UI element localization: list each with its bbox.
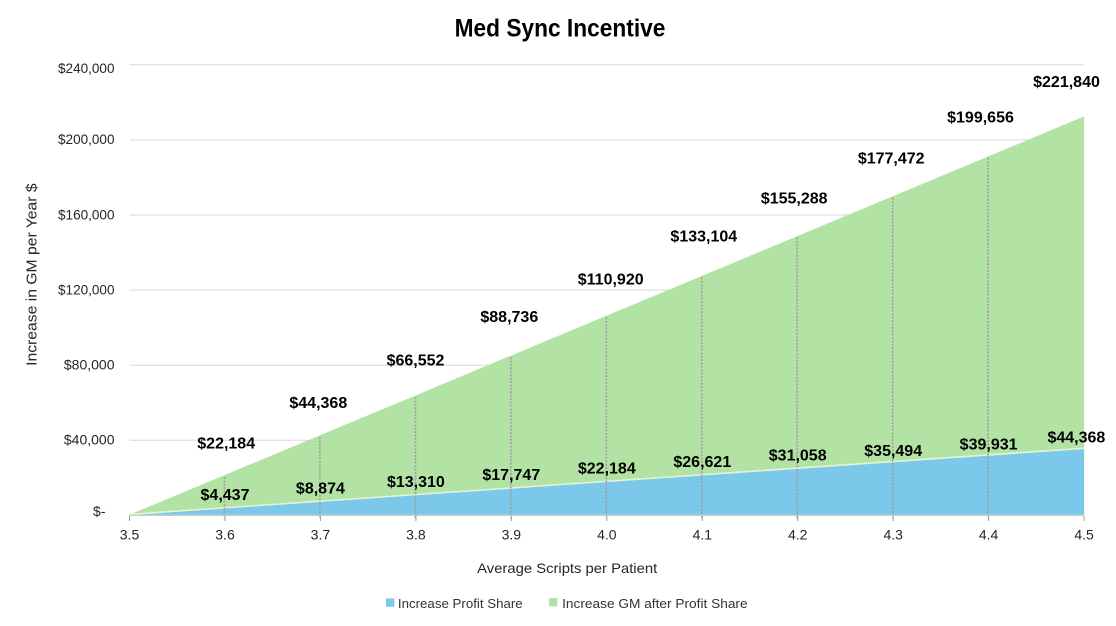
svg-text:$22,184: $22,184 xyxy=(197,435,255,452)
svg-text:$66,552: $66,552 xyxy=(387,353,445,370)
svg-text:$133,104: $133,104 xyxy=(670,228,737,245)
svg-text:$13,310: $13,310 xyxy=(387,474,445,491)
svg-text:$8,874: $8,874 xyxy=(296,481,345,498)
svg-text:4.2: 4.2 xyxy=(788,526,808,542)
svg-text:3.9: 3.9 xyxy=(502,526,522,542)
svg-text:$31,058: $31,058 xyxy=(769,447,827,464)
svg-text:Increase in GM per Year $: Increase in GM per Year $ xyxy=(24,183,41,366)
svg-text:3.6: 3.6 xyxy=(215,526,235,542)
svg-text:$155,288: $155,288 xyxy=(761,191,828,208)
svg-text:Med Sync Incentive: Med Sync Incentive xyxy=(455,15,666,43)
svg-text:$177,472: $177,472 xyxy=(858,150,925,167)
svg-text:$4,437: $4,437 xyxy=(201,487,250,504)
svg-text:$-: $- xyxy=(93,503,106,519)
svg-text:$120,000: $120,000 xyxy=(58,281,115,297)
svg-text:$160,000: $160,000 xyxy=(58,206,115,222)
svg-text:4.0: 4.0 xyxy=(597,526,617,542)
svg-text:$35,494: $35,494 xyxy=(864,443,922,460)
svg-text:$26,621: $26,621 xyxy=(673,454,731,471)
svg-text:Increase Profit Share: Increase Profit Share xyxy=(398,596,523,611)
svg-text:$199,656: $199,656 xyxy=(947,109,1014,126)
svg-text:3.5: 3.5 xyxy=(120,526,140,542)
svg-text:$88,736: $88,736 xyxy=(480,309,538,326)
svg-text:$44,368: $44,368 xyxy=(1047,430,1105,447)
svg-text:Increase GM after Profit Share: Increase GM after Profit Share xyxy=(562,596,748,611)
svg-text:$80,000: $80,000 xyxy=(64,356,115,372)
svg-text:$110,920: $110,920 xyxy=(578,271,644,288)
svg-text:$200,000: $200,000 xyxy=(58,131,115,147)
svg-text:$39,931: $39,931 xyxy=(960,436,1018,453)
svg-text:$240,000: $240,000 xyxy=(58,60,115,76)
svg-text:3.7: 3.7 xyxy=(311,526,331,542)
svg-text:3.8: 3.8 xyxy=(406,526,426,542)
svg-text:4.1: 4.1 xyxy=(693,526,713,542)
svg-text:4.5: 4.5 xyxy=(1074,526,1094,542)
svg-text:Average Scripts per Patient: Average Scripts per Patient xyxy=(477,560,657,576)
svg-text:$221,840: $221,840 xyxy=(1033,74,1100,91)
svg-text:$40,000: $40,000 xyxy=(64,432,115,448)
svg-text:4.3: 4.3 xyxy=(883,526,903,542)
svg-text:$44,368: $44,368 xyxy=(289,395,347,412)
svg-text:4.4: 4.4 xyxy=(979,526,999,542)
svg-text:$22,184: $22,184 xyxy=(578,461,636,478)
svg-text:$17,747: $17,747 xyxy=(482,467,540,484)
